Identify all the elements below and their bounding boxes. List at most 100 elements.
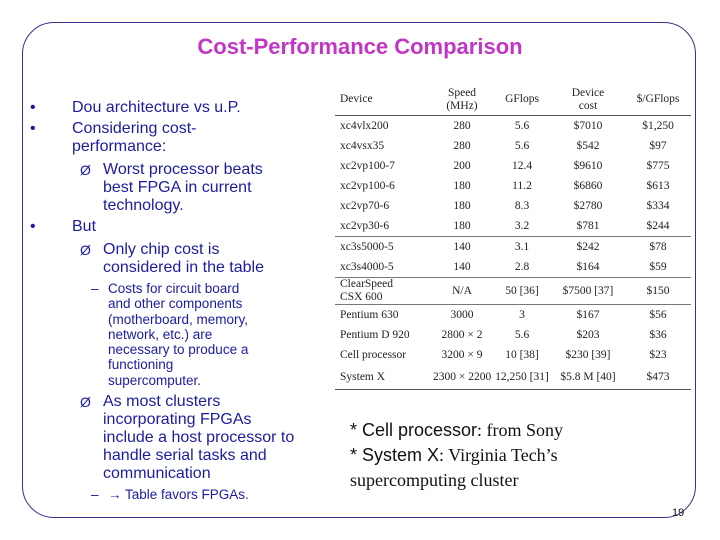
bullet-text: functioning — [108, 357, 174, 373]
table-cell: 5.6 — [514, 328, 530, 341]
table-row: System X 2300 × 2200 12,250 [31] $5.8 M [40… — [335, 365, 691, 390]
bullet-item: Ø Only chip cost is considered in the tabl… — [0, 241, 330, 277]
table-cell: 11.2 — [512, 179, 532, 192]
bullet-text: network, etc.) are — [108, 326, 213, 342]
device-name: xc2vp70-6 — [340, 199, 390, 212]
table-row: Pentium D 920 2800 × 2 5.6 $203 $36 — [335, 325, 691, 345]
table-row: xc2vp30-6 180 3.2 $781 $244 — [335, 216, 691, 237]
table-cell: xc2vp30-6 — [335, 216, 431, 237]
comparison-table: Device Speed (MHz) GFlops Device cost $/GFlops… — [335, 84, 691, 390]
bullet-marker: – — [91, 487, 99, 503]
header-cell: Device — [335, 84, 431, 116]
table-cell: $23 — [649, 348, 667, 361]
device-name: Cell processor — [340, 348, 407, 361]
table-cell: 10 [38] — [505, 348, 539, 361]
table-body: xc4vlx200 280 5.6 $7010 $1,250 xc4vsx35 280 5.6… — [335, 116, 691, 390]
table-row: xc3s5000-5 140 3.1 $242 $78 — [335, 237, 691, 258]
table-cell: 5.6 — [514, 119, 530, 132]
table-cell: $473 — [625, 365, 691, 390]
table-cell: $244 — [625, 216, 691, 237]
device-name: xc2vp100-6 — [340, 179, 395, 192]
table-cell: $9610 — [573, 159, 603, 172]
device-name: ClearSpeed — [340, 278, 394, 290]
table-cell: Pentium D 920 — [335, 325, 431, 345]
table-cell: 12.4 — [511, 159, 533, 172]
header-cell: GFlops — [493, 84, 551, 116]
table-cell: $5.8 M [40] — [551, 365, 625, 390]
device-name: xc2vp30-6 — [340, 219, 390, 232]
table-row: xc3s4000-5 140 2.8 $164 $59 — [335, 257, 691, 278]
table-cell: 3000 — [450, 308, 474, 321]
table-cell: 2.8 — [493, 257, 551, 278]
bullet-marker: • — [30, 120, 36, 137]
table-cell: 140 — [431, 257, 493, 278]
header-text: $/GFlops — [636, 93, 680, 105]
table-cell: xc2vp70-6 — [335, 196, 431, 216]
bullet-marker: Ø — [80, 394, 91, 411]
table-cell: 3.2 — [493, 216, 551, 237]
table-cell: $230 [39] — [565, 348, 611, 361]
bullet-text: Considering cost- — [72, 120, 197, 137]
bullet-item: – → Table favors FPGAs. — [0, 487, 330, 502]
table-cell: $164 — [551, 257, 625, 278]
bullet-text: Costs for circuit board — [108, 281, 240, 296]
table-cell: $78 — [649, 240, 667, 253]
table-cell: $2780 — [573, 199, 603, 212]
table-cell: 2800 × 2 — [441, 328, 483, 341]
slide-title: Cost-Performance Comparison — [197, 34, 523, 59]
table-cell: $167 — [576, 308, 600, 321]
bullet-text: communication — [103, 465, 211, 483]
table-cell: 180 — [453, 179, 471, 192]
table-row: ClearSpeed CSX 600 N/A 50 [36] $7500 [37] $15… — [335, 277, 691, 305]
table-cell: 280 — [453, 119, 471, 132]
bullet-list: • Dou architecture vs u.P. • Considering co… — [0, 96, 330, 502]
table-row: xc2vp100-6 180 11.2 $6860 $613 — [335, 176, 691, 196]
table-cell: $1,250 — [642, 119, 674, 132]
bullet-text: Worst processor beats — [103, 161, 263, 178]
table-cell: Cell processor — [335, 345, 431, 365]
table-cell: xc2vp100-7 — [335, 156, 431, 176]
bullet-text: technology. — [103, 197, 184, 214]
note-text: * System X — [350, 445, 440, 465]
slide-frame — [22, 22, 696, 518]
table-cell: $781 — [551, 216, 625, 237]
table-cell: xc4vsx35 — [335, 136, 431, 156]
bullet-item: • Considering cost-performance: — [0, 120, 330, 156]
bullet-text: considered in the table — [103, 259, 264, 276]
table-cell: Pentium 630 — [335, 305, 431, 326]
header-text: cost — [578, 99, 598, 112]
bullet-marker: • — [30, 99, 36, 116]
note-line: * System X: Virginia Tech’s — [350, 443, 563, 468]
device-name: Pentium D 920 — [340, 328, 410, 341]
table-cell: $59 — [625, 257, 691, 278]
table-cell: 200 — [453, 159, 471, 172]
table-row: xc2vp70-6 180 8.3 $2780 $334 — [335, 196, 691, 216]
table-cell: 3 — [519, 308, 525, 321]
table-cell: ClearSpeed CSX 600 — [335, 277, 431, 305]
device-name: System X — [340, 370, 386, 383]
table-cell: 50 [36] — [493, 277, 551, 305]
header-text: (MHz) — [446, 99, 478, 112]
bullet-item: • But — [0, 218, 330, 236]
header-text: Device — [340, 93, 373, 105]
note-text: : from Sony — [477, 420, 564, 440]
table-cell: 3.1 — [514, 240, 530, 253]
table-cell: $150 — [625, 277, 691, 305]
table-cell: xc2vp100-6 — [335, 176, 431, 196]
bullet-marker: – — [91, 281, 99, 296]
bullet-marker: Ø — [80, 242, 91, 258]
bullet-text: necessary to produce a — [108, 342, 249, 358]
header-cell: Speed (MHz) — [431, 84, 493, 116]
device-name: xc4vsx35 — [340, 139, 385, 152]
device-name: xc2vp100-7 — [340, 159, 395, 172]
table-cell: 12,250 [31] — [493, 365, 551, 390]
table-cell: 180 — [453, 199, 471, 212]
header-cell: Device cost — [551, 84, 625, 116]
header-text: Device — [571, 86, 605, 99]
bullet-text: As most clusters — [103, 393, 221, 411]
bullet-text: But — [72, 218, 97, 235]
table-row: xc2vp100-7 200 12.4 $9610 $775 — [335, 156, 691, 176]
table-cell: $36 — [649, 328, 667, 341]
bullet-text: include a host processor to — [103, 429, 295, 447]
